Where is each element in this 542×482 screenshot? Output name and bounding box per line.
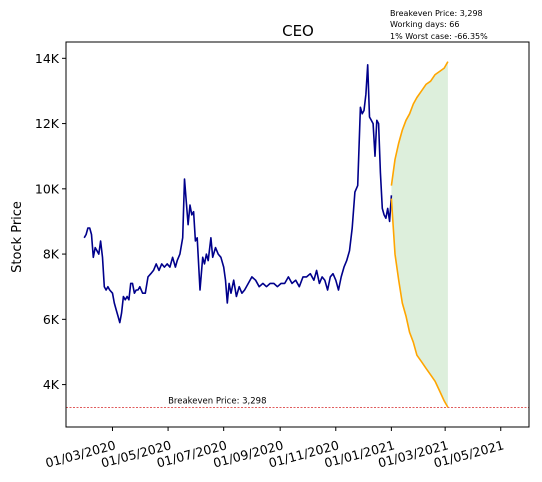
info-line-working-days: Working days: 66 bbox=[390, 20, 459, 29]
chart-title: CEO bbox=[282, 22, 314, 40]
plot-frame bbox=[65, 41, 530, 428]
info-line-breakeven: Breakeven Price: 3,298 bbox=[390, 9, 483, 18]
series-forecast-lower-line bbox=[390, 198, 449, 408]
y-tick-label: 12K bbox=[35, 116, 60, 131]
series-forecast-upper-line bbox=[390, 61, 449, 186]
breakeven-label: Breakeven Price: 3,298 bbox=[168, 396, 266, 406]
y-tick-label: 10K bbox=[35, 181, 60, 196]
series-history-line bbox=[83, 64, 393, 324]
y-tick-label: 6K bbox=[43, 312, 60, 327]
y-axis: 4K 6K 8K 10K 12K 14K bbox=[35, 51, 66, 392]
info-block: Breakeven Price: 3,298 Working days: 66 … bbox=[390, 9, 488, 41]
y-tick-label: 8K bbox=[43, 247, 60, 262]
y-axis-label: Stock Price bbox=[10, 201, 25, 273]
forecast-band bbox=[391, 61, 448, 408]
y-tick-label: 14K bbox=[35, 51, 60, 66]
plot-area: Breakeven Price: 3,298 bbox=[66, 61, 529, 408]
info-line-worst-case: 1% Worst case: -66.35% bbox=[390, 32, 488, 41]
y-tick-label: 4K bbox=[43, 377, 60, 392]
